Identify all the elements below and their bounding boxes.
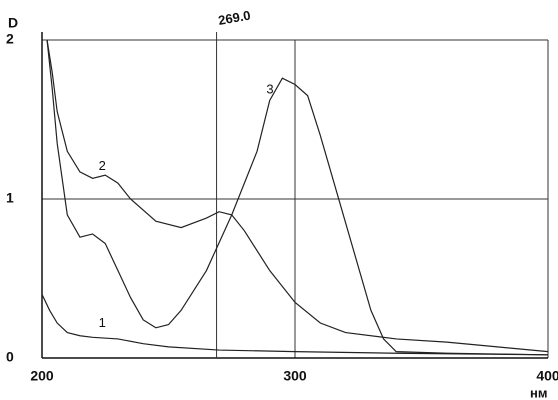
x-tick-label: 400 <box>536 368 558 384</box>
x-axis-label: нм <box>530 385 547 400</box>
series-line <box>46 39 549 356</box>
y-tick-label: 1 <box>6 190 14 206</box>
series-label: 1 <box>99 315 106 330</box>
marker-label: 269.0 <box>217 8 252 28</box>
series-label: 2 <box>99 158 106 173</box>
series-label: 3 <box>266 82 273 97</box>
x-tick-label: 200 <box>30 368 54 384</box>
y-tick-label: 2 <box>6 31 14 47</box>
x-tick-label: 300 <box>283 368 307 384</box>
y-axis-label: D <box>8 15 18 31</box>
series-line <box>46 39 549 353</box>
y-tick-label: 0 <box>6 349 14 365</box>
series-line <box>41 294 549 356</box>
